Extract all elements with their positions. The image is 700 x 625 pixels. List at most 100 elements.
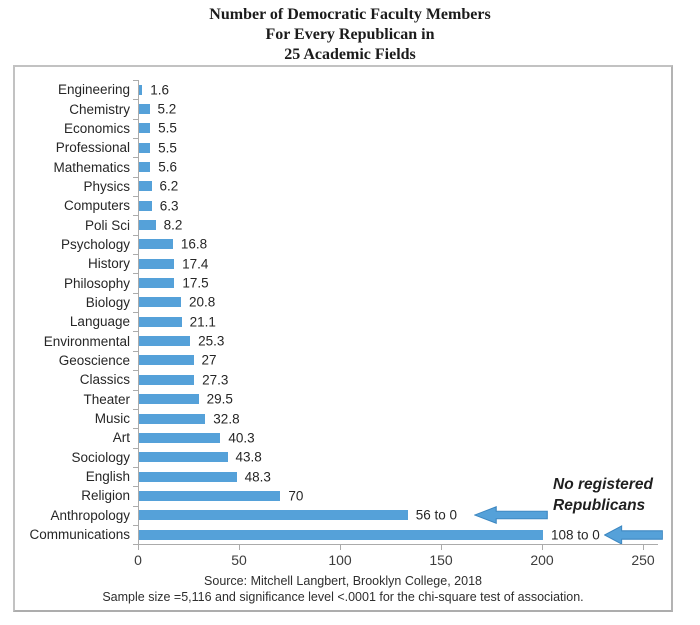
bar-row: Physics 6.2 <box>15 176 655 198</box>
bar-track: 40.3 <box>133 428 644 449</box>
y-axis-tick <box>133 215 138 217</box>
bar-track: 1.6 <box>133 80 644 101</box>
category-label: Chemistry <box>69 101 130 117</box>
bar-track: 5.5 <box>133 118 644 140</box>
category-label: Music <box>94 411 130 427</box>
bar <box>139 162 151 173</box>
y-axis-tick <box>133 176 138 178</box>
chart-title-line3: 25 Academic Fields <box>284 46 416 63</box>
category-label: Poli Sci <box>84 217 130 233</box>
y-axis-tick <box>133 99 138 101</box>
bar-track: 5.2 <box>133 99 644 120</box>
value-label: 27 <box>201 352 217 368</box>
bar-row: Language 21.1 <box>15 312 655 333</box>
bar <box>139 394 199 405</box>
y-axis-tick <box>133 486 138 488</box>
value-label: 5.6 <box>158 159 178 175</box>
value-label: 17.5 <box>182 275 209 291</box>
category-label: Language <box>69 314 130 330</box>
bar-row: Mathematics 5.6 <box>15 157 655 178</box>
bar-track: 17.5 <box>133 273 644 294</box>
value-label: 20.8 <box>189 294 216 310</box>
bar-row: Economics 5.5 <box>15 118 655 140</box>
bar-track: 29.5 <box>133 389 644 410</box>
bar-row: English 48.3 <box>15 466 655 488</box>
category-label: Physics <box>83 178 130 194</box>
category-label: Classics <box>79 372 130 388</box>
y-axis-tick <box>133 544 138 546</box>
category-label: Anthropology <box>50 507 130 523</box>
x-axis-tick-label: 100 <box>328 552 352 568</box>
bar-track: 6.3 <box>133 196 644 217</box>
category-label: Psychology <box>60 236 130 252</box>
bar <box>139 239 173 250</box>
sample-size-line: Sample size =5,116 and significance leve… <box>102 589 584 604</box>
bar-rows-container: Engineering 1.6 Chemistry 5.2 Economics 5.5 Pr… <box>15 80 663 546</box>
y-axis-tick <box>133 234 138 236</box>
category-label: History <box>87 256 130 272</box>
bar-track: 21.1 <box>133 312 644 333</box>
bar-row: Classics 27.3 <box>15 370 655 391</box>
bar <box>139 297 181 308</box>
left-arrow-icon <box>474 506 548 525</box>
category-label: English <box>85 469 130 485</box>
bar-track: 5.6 <box>133 157 644 178</box>
x-axis-tick <box>542 545 543 550</box>
x-axis-tick-label: 150 <box>429 552 453 568</box>
x-axis-tick <box>441 545 442 550</box>
category-label: Economics <box>63 120 130 136</box>
bar <box>139 84 143 95</box>
bar-row: Theater 29.5 <box>15 389 655 410</box>
bar-track: 27.3 <box>133 370 644 391</box>
bar-row: Sociology 43.8 <box>15 447 655 468</box>
chart-title-line2: For Every Republican in <box>265 26 435 43</box>
category-label: Art <box>112 430 130 446</box>
category-label: Theater <box>83 391 130 407</box>
y-axis-tick <box>133 312 138 314</box>
bar-row: Poli Sci 8.2 <box>15 215 655 236</box>
category-label: Professional <box>55 140 130 156</box>
bar-row: Art 40.3 <box>15 428 655 449</box>
bar <box>139 200 152 211</box>
y-axis-tick <box>133 350 138 352</box>
bar <box>139 374 195 385</box>
left-arrow-icon <box>604 524 663 545</box>
y-axis-tick <box>133 524 138 526</box>
value-label: 29.5 <box>206 391 233 407</box>
y-axis-tick <box>133 80 138 81</box>
bar-track: 6.2 <box>133 176 644 198</box>
bar <box>139 336 191 347</box>
y-axis-tick <box>133 292 138 294</box>
value-label: 8.2 <box>163 217 183 233</box>
bar-row: Chemistry 5.2 <box>15 99 655 120</box>
source-note: Source: Mitchell Langbert, Brooklyn Coll… <box>15 574 671 605</box>
bar <box>139 104 150 115</box>
value-label: 48.3 <box>244 469 271 485</box>
annotation-line2: Republicans <box>553 497 646 514</box>
no-registered-republicans-annotation: No registered Republicans <box>553 474 653 516</box>
y-axis-tick <box>133 157 138 159</box>
y-axis-tick <box>133 254 138 256</box>
category-label: Sociology <box>71 449 130 465</box>
bar-row: Music 32.8 <box>15 408 655 430</box>
bar-row: Engineering 1.6 <box>15 80 655 101</box>
category-label: Philosophy <box>63 275 130 291</box>
y-axis-tick <box>133 466 138 468</box>
category-label: Computers <box>63 198 130 214</box>
value-label: 70 <box>288 488 304 504</box>
y-axis-tick <box>133 428 138 430</box>
bar-row: Anthropology 56 to 0 <box>15 505 655 526</box>
bar <box>139 278 175 289</box>
category-label: Geoscience <box>58 352 130 368</box>
y-axis-tick <box>133 447 138 449</box>
x-axis-tick-label: 200 <box>530 552 554 568</box>
x-axis-tick <box>239 545 240 550</box>
x-axis-tick <box>138 545 139 550</box>
category-label: Mathematics <box>53 159 130 175</box>
y-axis-tick <box>133 196 138 198</box>
x-axis-tick <box>340 545 341 550</box>
category-label: Engineering <box>57 82 130 98</box>
bar <box>139 452 228 463</box>
bar-row: Professional 5.5 <box>15 138 655 159</box>
x-axis-tick-label: 0 <box>134 552 142 568</box>
